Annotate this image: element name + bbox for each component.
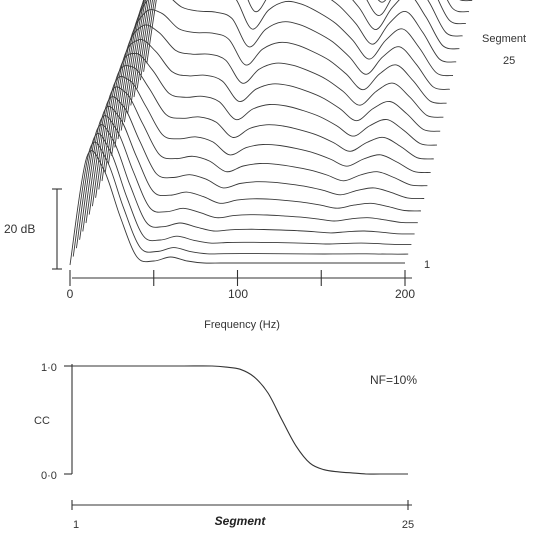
waterfall-line-segment-14 — [111, 9, 447, 156]
waterfall-line-segment-15 — [114, 0, 450, 148]
waterfall-line-segment-11 — [101, 52, 438, 182]
cc-axis-title: CC — [34, 415, 50, 427]
segment-label-1: 1 — [424, 259, 430, 271]
nf-annotation: NF=10% — [370, 373, 417, 387]
segment-label-25: 25 — [503, 55, 515, 67]
waterfall-line-segment-2 — [72, 141, 409, 257]
cc-curve — [72, 365, 408, 475]
waterfall-line-segment-16 — [117, 0, 454, 140]
waterfall-line-segment-4 — [79, 124, 415, 240]
db-scale-label: 20 dB — [4, 222, 35, 236]
waterfall-line-segment-5 — [82, 115, 418, 232]
frequency-ticks — [69, 270, 406, 286]
cc-x-tick-label-25: 25 — [402, 519, 414, 531]
waterfall-line-segment-21 — [133, 0, 470, 98]
freq-tick-label-0: 0 — [67, 287, 74, 301]
waterfall-line-segment-1 — [69, 150, 405, 266]
waterfall-line-segment-8 — [91, 86, 428, 207]
cc-x-tick-label-1: 1 — [73, 519, 79, 531]
waterfall-line-segment-7 — [88, 96, 425, 215]
waterfall-plot: 0 100 200 Frequency (Hz) 20 dB Segment 2… — [4, 0, 526, 331]
waterfall-lines — [69, 0, 473, 266]
waterfall-line-segment-12 — [104, 38, 441, 173]
freq-tick-label-200: 200 — [395, 287, 415, 301]
waterfall-line-segment-6 — [85, 105, 422, 224]
segment-axis-label: Segment — [215, 514, 267, 528]
waterfall-line-segment-13 — [107, 24, 444, 165]
waterfall-line-segment-23 — [139, 0, 153, 81]
cc-y-tick-label-0: 0·0 — [41, 470, 57, 482]
frequency-axis-title: Frequency (Hz) — [204, 319, 280, 331]
segment-axis-title: Segment — [482, 33, 526, 45]
waterfall-line-segment-3 — [75, 133, 412, 249]
waterfall-line-segment-10 — [98, 65, 434, 190]
freq-tick-label-100: 100 — [228, 287, 248, 301]
cc-y-tick-label-1: 1·0 — [41, 362, 57, 374]
cc-plot: 1·0 0·0 CC 1 25 Segment NF=10% — [34, 362, 417, 531]
waterfall-line-segment-9 — [95, 76, 431, 198]
waterfall-line-segment-18 — [123, 0, 460, 123]
waterfall-line-segment-17 — [120, 0, 457, 131]
